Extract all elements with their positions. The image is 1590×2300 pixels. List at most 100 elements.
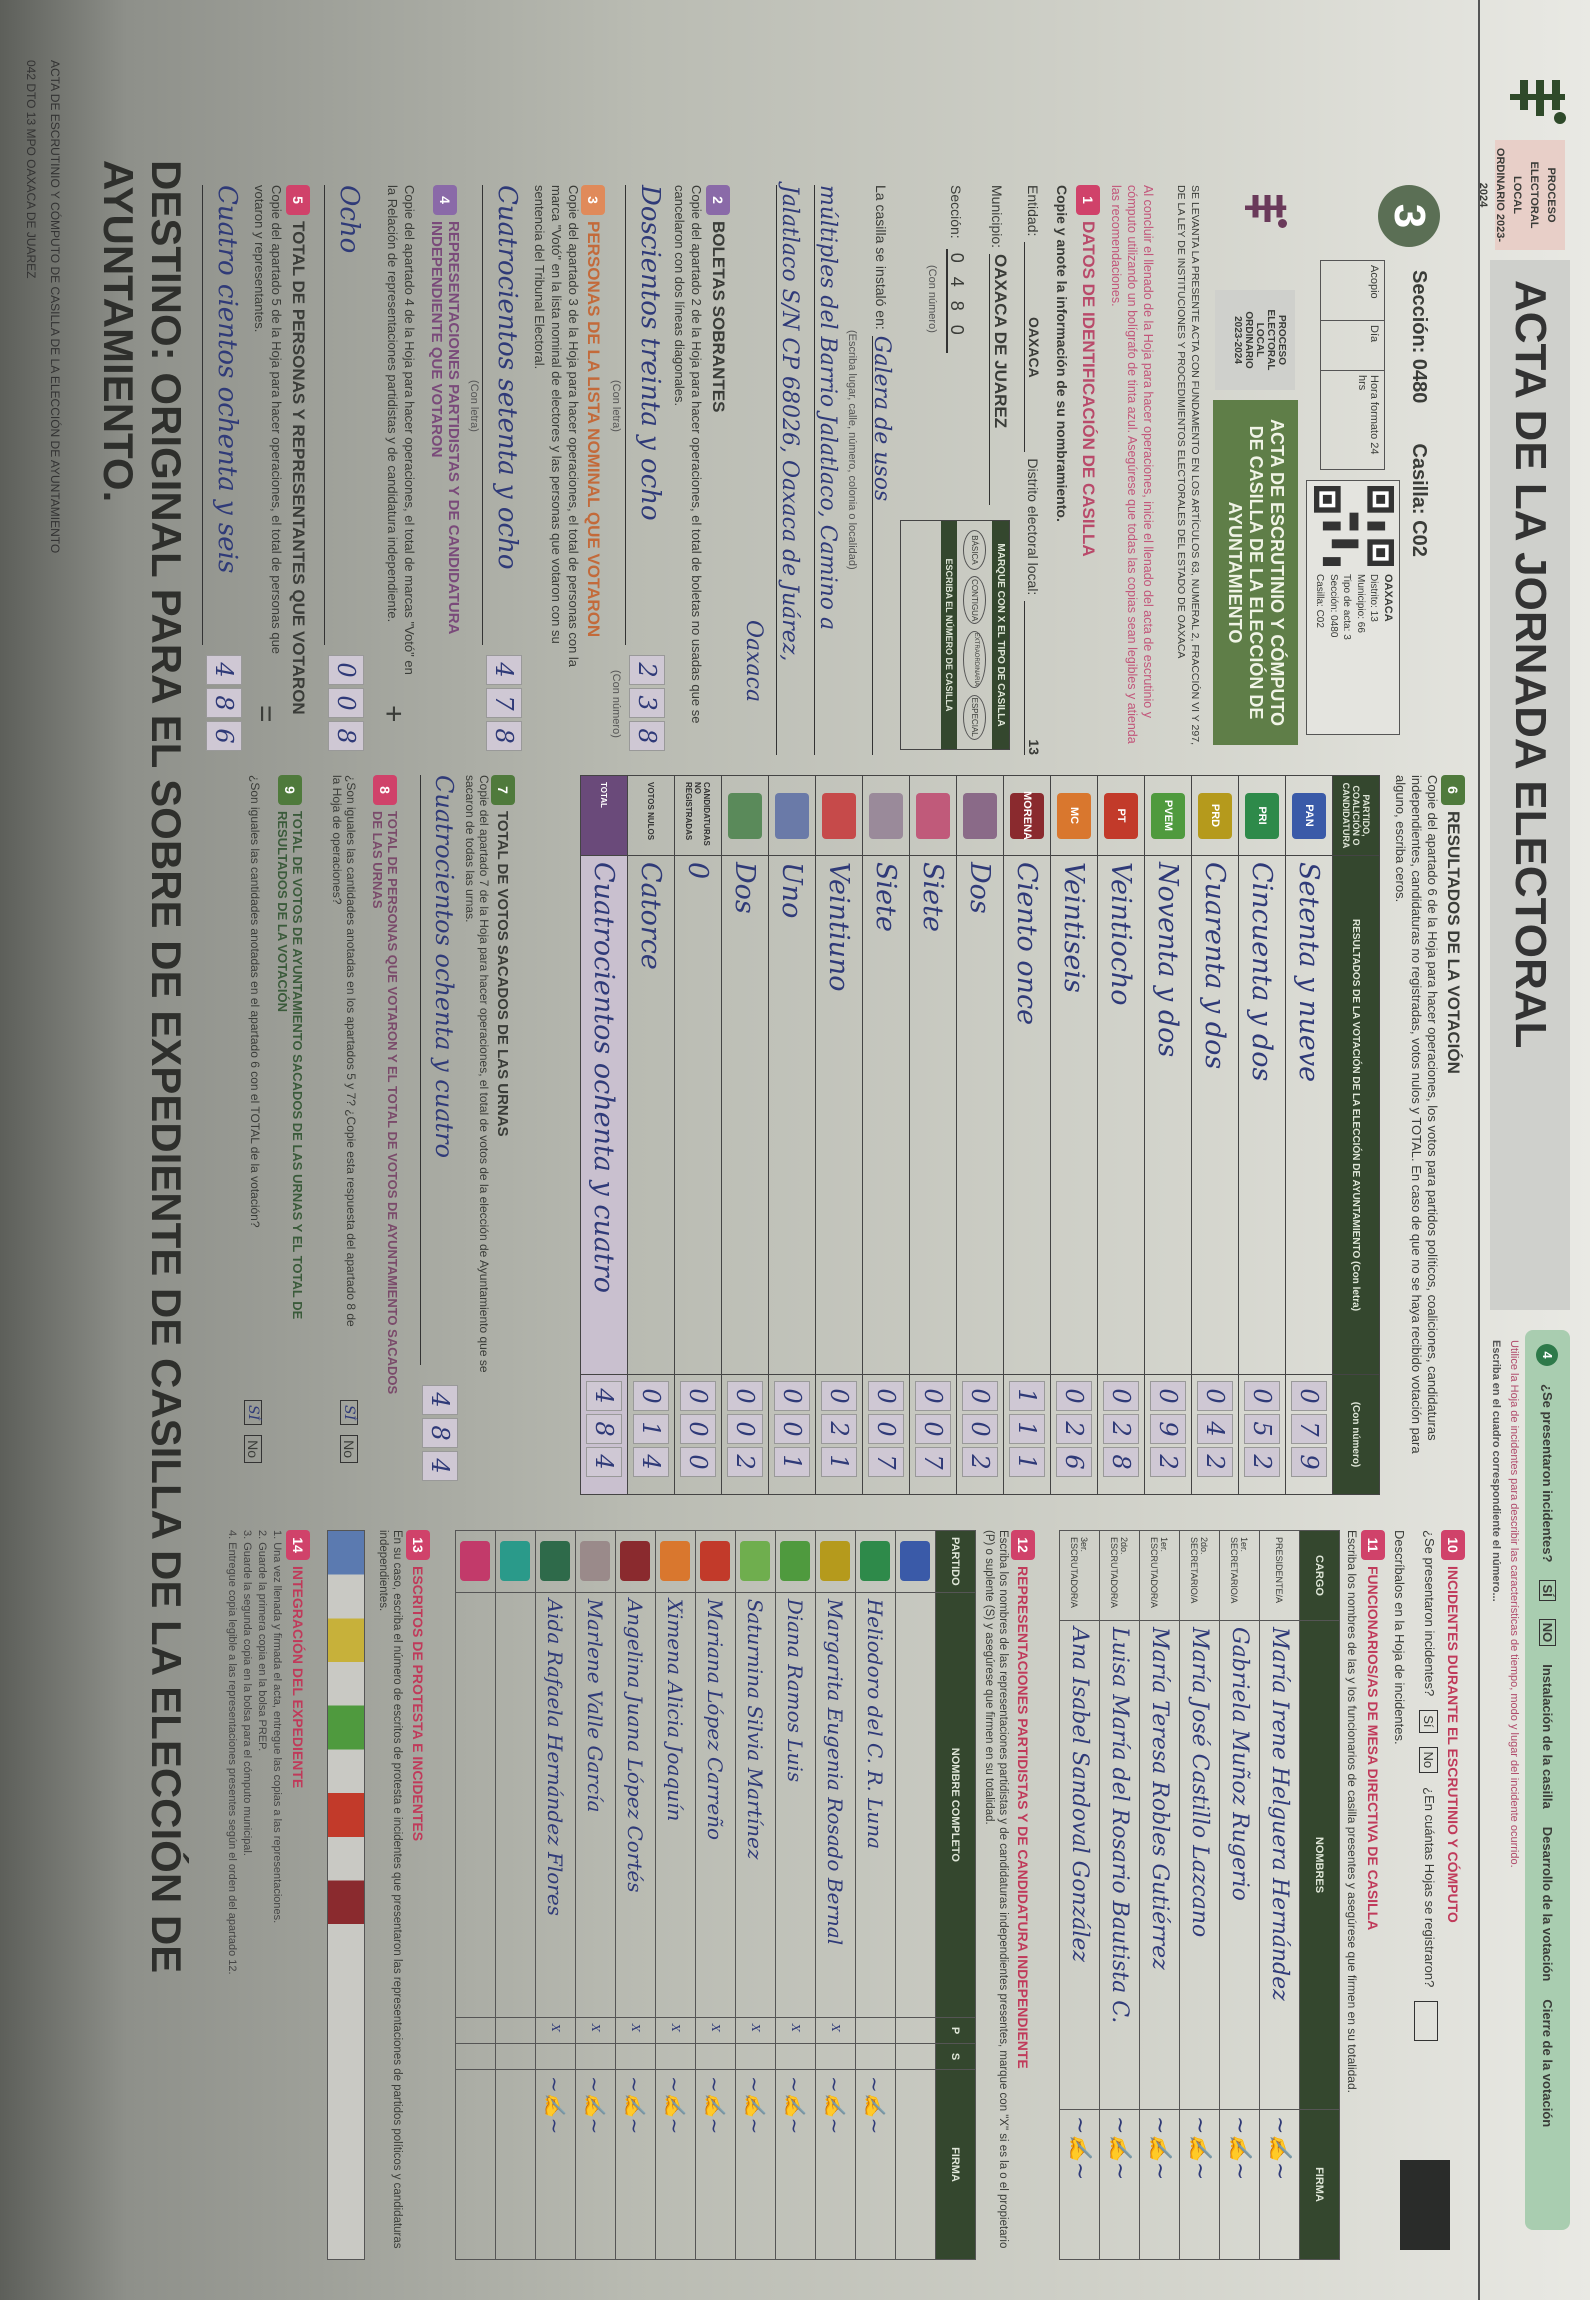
digit-box[interactable]: 8 (1103, 1447, 1139, 1477)
digit-box[interactable]: 2 (821, 1414, 857, 1444)
boletas-letra-field[interactable]: Doscientos treinta y ocho (625, 185, 665, 645)
incidents-no-box[interactable]: NO (1539, 1618, 1556, 1647)
votes-letra[interactable]: Ciento once (1003, 855, 1051, 1375)
signature-field[interactable] (455, 2069, 496, 2260)
instalo-field-line-4[interactable]: Oaxaca (741, 620, 766, 703)
suplente-checkbox[interactable] (775, 2043, 816, 2070)
signature-field[interactable]: ~✍~ (1099, 2109, 1140, 2260)
propietario-checkbox[interactable]: X (775, 2017, 816, 2044)
funcionario-name[interactable]: Gabriela Muñoz Rugerio (1219, 1620, 1260, 2110)
digit-box[interactable]: 0 (915, 1414, 951, 1444)
digit-box[interactable]: 2 (1150, 1447, 1186, 1477)
digit-box[interactable]: 1 (1009, 1447, 1045, 1477)
funcionario-name[interactable]: María José Castillo Lazcano (1179, 1620, 1220, 2110)
representante-name[interactable]: Mariana López Carreño (695, 1592, 736, 2018)
seccion-field[interactable]: 0480 (946, 248, 967, 353)
municipio-field[interactable]: OAXACA DE JUAREZ (989, 254, 1010, 505)
votes-letra[interactable]: Noventa y dos (1144, 855, 1192, 1375)
digit-box[interactable]: 1 (633, 1414, 669, 1444)
digit-box[interactable]: 1 (774, 1447, 810, 1477)
personas-letra-field[interactable]: Cuatrocientos setenta y ocho (482, 185, 522, 645)
suplente-checkbox[interactable] (855, 2043, 896, 2070)
representante-name[interactable]: Aida Rafaela Hernández Flores (535, 1592, 576, 2018)
propietario-checkbox[interactable]: X (655, 2017, 696, 2044)
propietario-checkbox[interactable]: X (575, 2017, 616, 2044)
signature-field[interactable]: ~✍~ (815, 2069, 856, 2260)
suplente-checkbox[interactable] (615, 2043, 656, 2070)
propietario-checkbox[interactable] (495, 2017, 536, 2044)
digit-box[interactable]: 0 (1197, 1381, 1233, 1411)
digit-box[interactable]: 1 (821, 1447, 857, 1477)
hojas-field[interactable] (1414, 2001, 1438, 2042)
digit-box[interactable]: 8 (206, 688, 242, 718)
tipo-extraordinaria-option[interactable]: EXTRAORDINARIA (963, 630, 986, 689)
digit-box[interactable]: 0 (328, 655, 364, 685)
propietario-checkbox[interactable]: X (535, 2017, 576, 2044)
digit-box[interactable]: 0 (1103, 1381, 1139, 1411)
tipo-especial-option[interactable]: ESPECIAL (963, 694, 986, 740)
q2-si-checkbox[interactable]: SÍ (244, 1400, 262, 1426)
digit-box[interactable]: 0 (915, 1381, 951, 1411)
digit-box[interactable]: 7 (868, 1447, 904, 1477)
digit-box[interactable]: 0 (774, 1381, 810, 1411)
tipo-contigua-option[interactable]: CONTIGUA (963, 576, 986, 625)
digit-box[interactable]: 4 (486, 655, 522, 685)
q2-no-checkbox[interactable]: No (244, 1435, 262, 1464)
digit-box[interactable]: 5 (1244, 1414, 1280, 1444)
digit-box[interactable]: 0 (1150, 1381, 1186, 1411)
representante-name[interactable]: Diana Ramos Luis (775, 1592, 816, 2018)
propietario-checkbox[interactable] (455, 2017, 496, 2044)
digit-box[interactable]: 4 (422, 1385, 458, 1415)
digit-box[interactable]: 0 (328, 688, 364, 718)
digit-box[interactable]: 0 (1291, 1381, 1327, 1411)
signature-field[interactable]: ~✍~ (1179, 2109, 1220, 2260)
votes-letra[interactable]: Siete (909, 855, 957, 1375)
digit-box[interactable]: 0 (821, 1381, 857, 1411)
digit-box[interactable]: 8 (629, 721, 665, 751)
votes-letra[interactable]: Cuatrocientos ochenta y cuatro (580, 855, 628, 1375)
digit-box[interactable]: 6 (1056, 1447, 1092, 1477)
representante-name[interactable] (495, 1592, 536, 2018)
digit-box[interactable]: 0 (727, 1414, 763, 1444)
digit-box[interactable]: 0 (1056, 1381, 1092, 1411)
digit-box[interactable]: 0 (680, 1381, 716, 1411)
digit-box[interactable]: 0 (868, 1414, 904, 1444)
digit-box[interactable]: 0 (680, 1447, 716, 1477)
suplente-checkbox[interactable] (815, 2043, 856, 2070)
propietario-checkbox[interactable]: X (695, 2017, 736, 2044)
instalo-field-line-3[interactable]: Jalatlaco S/N CP 68026, Oaxaca de Juárez… (776, 185, 802, 755)
funcionario-name[interactable]: María Irene Helguera Hernández (1259, 1620, 1300, 2110)
distrito-field[interactable]: 13 (1024, 601, 1042, 755)
suplente-checkbox[interactable] (455, 2043, 496, 2070)
representante-name[interactable]: Margarita Eugenia Rosado Bernal (815, 1592, 856, 2018)
digit-box[interactable]: 1 (1009, 1381, 1045, 1411)
signature-field[interactable]: ~✍~ (1139, 2109, 1180, 2260)
digit-box[interactable]: 2 (1197, 1447, 1233, 1477)
digit-box[interactable]: 6 (206, 721, 242, 751)
suplente-checkbox[interactable] (655, 2043, 696, 2070)
sacados-letra-field[interactable]: Cuatrocientos ochenta y cuatro (420, 775, 458, 1365)
digit-box[interactable]: 8 (486, 721, 522, 751)
votes-letra[interactable]: Cuarenta y dos (1191, 855, 1239, 1375)
representante-name[interactable] (455, 1592, 496, 2018)
digit-box[interactable]: 4 (1197, 1414, 1233, 1444)
signature-field[interactable]: ~✍~ (735, 2069, 776, 2260)
entidad-field[interactable]: OAXACA (1024, 242, 1042, 453)
digit-box[interactable]: 0 (868, 1381, 904, 1411)
votes-letra[interactable]: Uno (768, 855, 816, 1375)
signature-field[interactable]: ~✍~ (615, 2069, 656, 2260)
reps-votaron-letra-field[interactable]: Ocho (324, 185, 364, 645)
signature-field[interactable] (895, 2069, 936, 2260)
digit-box[interactable]: 0 (727, 1381, 763, 1411)
